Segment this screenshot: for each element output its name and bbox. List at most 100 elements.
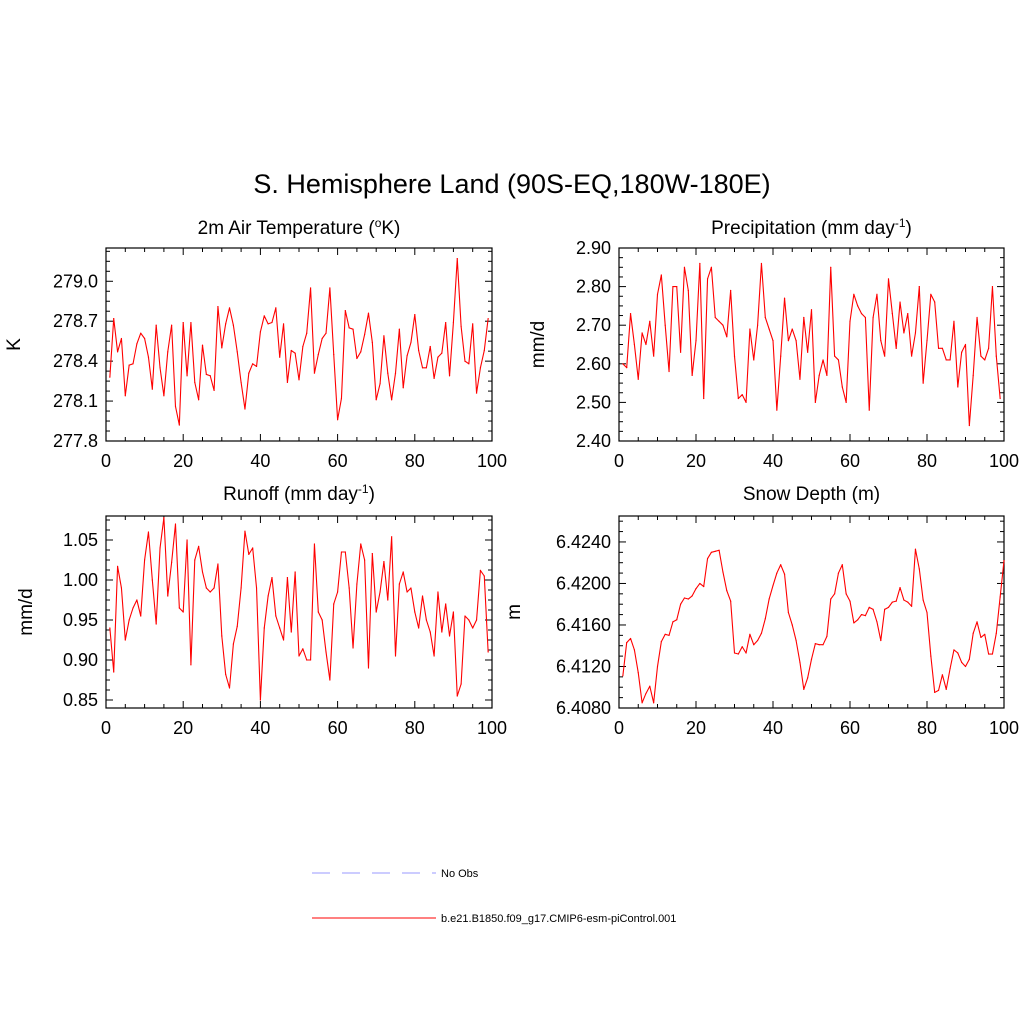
data-point bbox=[714, 550, 716, 552]
data-point bbox=[198, 399, 200, 401]
data-point bbox=[629, 313, 632, 315]
data-point bbox=[425, 367, 427, 369]
data-point bbox=[317, 353, 319, 356]
data-point bbox=[483, 349, 485, 352]
data-point bbox=[448, 635, 451, 637]
data-point bbox=[637, 672, 639, 674]
data-point bbox=[964, 343, 967, 346]
data-point bbox=[699, 582, 701, 585]
data-point bbox=[217, 563, 219, 565]
data-point bbox=[163, 395, 165, 397]
data-point bbox=[926, 340, 928, 342]
data-point bbox=[147, 531, 150, 533]
data-point bbox=[144, 337, 146, 340]
data-point bbox=[972, 632, 974, 634]
data-point bbox=[706, 557, 709, 560]
data-point bbox=[814, 643, 816, 645]
y-tick-label: 278.1 bbox=[53, 391, 98, 411]
data-point bbox=[213, 587, 215, 589]
data-point bbox=[236, 625, 238, 628]
data-point bbox=[263, 315, 265, 317]
x-tick-label: 20 bbox=[686, 718, 706, 738]
data-point bbox=[764, 316, 766, 319]
data-point bbox=[194, 381, 196, 384]
chart-panels: 2m Air Temperature (oK)0 20 40 60 80 100277.8… bbox=[4, 216, 1019, 738]
data-point bbox=[391, 399, 393, 401]
data-point bbox=[845, 401, 847, 403]
data-point bbox=[807, 677, 809, 679]
data-point bbox=[483, 575, 485, 577]
data-point bbox=[144, 559, 146, 561]
data-point bbox=[757, 639, 759, 642]
data-point bbox=[810, 309, 813, 311]
data-point bbox=[194, 559, 196, 561]
x-tick-label: 80 bbox=[405, 451, 425, 471]
data-point bbox=[780, 564, 782, 566]
data-point bbox=[136, 343, 138, 345]
data-point bbox=[479, 367, 482, 369]
data-point bbox=[267, 595, 269, 597]
data-point bbox=[452, 321, 454, 324]
x-tick-label: 40 bbox=[250, 451, 270, 471]
data-point bbox=[718, 549, 720, 551]
data-point bbox=[120, 587, 123, 589]
data-point bbox=[949, 667, 951, 670]
data-point bbox=[414, 611, 416, 613]
data-point bbox=[980, 636, 982, 639]
y-tick-label: 2.60 bbox=[576, 354, 611, 374]
data-point bbox=[999, 596, 1001, 598]
data-point bbox=[926, 611, 928, 614]
data-point bbox=[768, 328, 770, 330]
data-point bbox=[275, 307, 277, 309]
legend-item-1: No Obs bbox=[312, 868, 479, 880]
y-tick-label: 0.90 bbox=[63, 650, 98, 670]
data-point bbox=[999, 397, 1001, 400]
data-point bbox=[872, 316, 874, 319]
data-point bbox=[710, 551, 713, 553]
panel-title-superscript: -1 bbox=[895, 216, 906, 230]
data-point bbox=[637, 378, 639, 380]
data-point bbox=[868, 409, 870, 411]
data-point bbox=[109, 627, 111, 629]
data-point bbox=[383, 561, 385, 563]
data-point bbox=[841, 386, 843, 388]
data-point bbox=[352, 328, 354, 330]
data-point bbox=[387, 599, 389, 601]
data-point bbox=[333, 353, 335, 356]
data-point bbox=[841, 564, 843, 566]
plot-frame bbox=[105, 247, 493, 442]
data-point bbox=[151, 579, 153, 581]
data-point bbox=[244, 408, 246, 410]
data-point bbox=[760, 632, 763, 634]
x-tick-label: 100 bbox=[477, 718, 507, 738]
data-point bbox=[255, 587, 258, 589]
data-point bbox=[664, 633, 666, 635]
data-point bbox=[402, 571, 404, 573]
data-point bbox=[656, 665, 659, 668]
series-line bbox=[109, 258, 489, 426]
data-point bbox=[683, 266, 686, 268]
data-point bbox=[911, 355, 913, 357]
data-point bbox=[911, 605, 913, 607]
data-point bbox=[391, 536, 393, 538]
data-point bbox=[930, 655, 932, 657]
data-point bbox=[475, 392, 478, 394]
data-point bbox=[791, 624, 793, 626]
data-point bbox=[429, 345, 431, 348]
data-point bbox=[452, 611, 454, 613]
data-point bbox=[837, 572, 840, 574]
data-point bbox=[730, 600, 732, 602]
data-point bbox=[437, 591, 439, 593]
data-point bbox=[356, 583, 358, 585]
data-point bbox=[140, 615, 142, 617]
data-point bbox=[683, 597, 686, 599]
data-point bbox=[830, 266, 832, 268]
series-line bbox=[109, 517, 489, 701]
data-point bbox=[880, 639, 882, 642]
data-point bbox=[302, 345, 304, 348]
data-point bbox=[918, 286, 920, 288]
data-point bbox=[302, 648, 304, 650]
data-point bbox=[876, 621, 878, 623]
data-point bbox=[695, 588, 697, 590]
data-point bbox=[271, 577, 273, 579]
